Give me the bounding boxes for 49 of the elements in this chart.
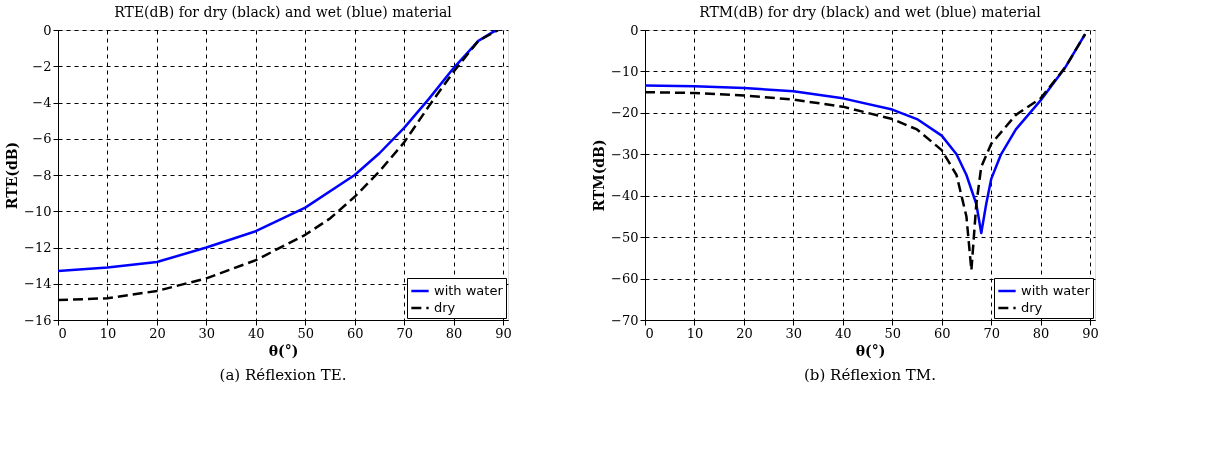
legend-label: dry <box>1021 300 1043 315</box>
y-axis-title: RTM(dB) <box>591 139 608 212</box>
y-tick-label: −12 <box>24 240 52 255</box>
chart-title: RTM(dB) for dry (black) and wet (blue) material <box>699 4 1042 20</box>
x-tick-label: 50 <box>884 325 902 341</box>
x-tick-label: 0 <box>645 325 654 341</box>
y-tick-label: −6 <box>32 131 52 147</box>
x-tick-label: 10 <box>99 325 117 341</box>
x-axis-title: θ(°) <box>855 342 886 359</box>
x-tick-label: 90 <box>495 325 512 341</box>
text: (b) Réflexion TM. <box>804 366 936 384</box>
x-tick-label: 10 <box>686 325 704 341</box>
y-tick-label: −14 <box>24 276 52 292</box>
y-axis-title: RTE(dB) <box>4 141 21 210</box>
legend-label: with water <box>1021 283 1091 298</box>
y-tick-label: −20 <box>611 105 639 121</box>
y-tick-label: −10 <box>24 203 52 219</box>
x-axis-title: θ(°) <box>268 342 299 359</box>
y-tick-label: −8 <box>32 167 52 183</box>
y-tick-label: −50 <box>611 229 639 245</box>
y-tick-label: −70 <box>611 312 639 328</box>
x-tick-label: 0 <box>58 325 67 341</box>
y-tick-label: −40 <box>611 188 639 204</box>
x-tick-label: 40 <box>835 325 852 341</box>
x-tick-label: 90 <box>1082 325 1099 341</box>
x-tick-label: 30 <box>785 325 803 341</box>
x-tick-label: 30 <box>198 325 216 341</box>
y-tick-label: −30 <box>611 146 639 162</box>
text: (a) Réflexion TE. <box>219 366 347 384</box>
y-tick-label: 0 <box>43 22 52 38</box>
chart-title: RTE(dB) for dry (black) and wet (blue) material <box>114 4 453 20</box>
y-tick-label: −16 <box>24 312 52 328</box>
y-tick-label: 0 <box>630 22 639 38</box>
legend-label: with water <box>434 283 504 298</box>
y-tick-label: −60 <box>611 271 639 287</box>
x-tick-label: 70 <box>983 325 1000 341</box>
x-tick-label: 70 <box>396 325 413 341</box>
x-tick-label: 80 <box>445 325 463 341</box>
y-tick-label: −10 <box>611 63 639 79</box>
y-tick-label: −2 <box>32 58 52 74</box>
x-tick-label: 60 <box>346 325 364 341</box>
x-tick-label: 80 <box>1032 325 1050 341</box>
legend-label: dry <box>434 300 456 315</box>
x-tick-label: 50 <box>297 325 315 341</box>
x-tick-label: 20 <box>149 325 166 341</box>
x-tick-label: 20 <box>736 325 753 341</box>
x-tick-label: 60 <box>933 325 951 341</box>
x-tick-label: 40 <box>248 325 265 341</box>
y-tick-label: −4 <box>32 95 52 110</box>
